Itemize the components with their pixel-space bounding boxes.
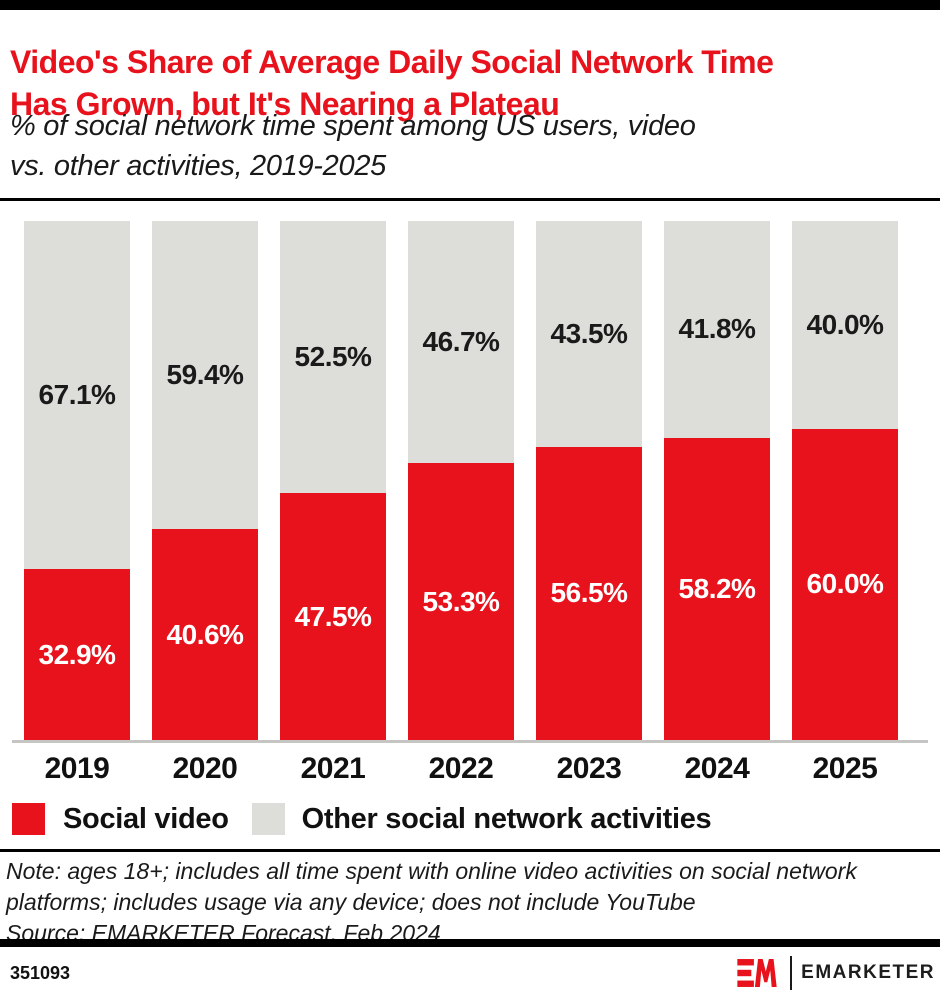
x-axis-label-2019: 2019 <box>44 752 110 785</box>
bar-2023-other-segment: 43.5% <box>536 221 642 447</box>
legend-label-social-video: Social video <box>63 802 229 835</box>
chart-subtitle: % of social network time spent among US … <box>10 106 934 186</box>
bar-2021-video-label: 47.5% <box>294 600 372 632</box>
bar-2021: 52.5% 47.5% <box>280 221 386 740</box>
bar-2021-other-segment: 52.5% <box>280 221 386 494</box>
bar-2022: 46.7% 53.3% <box>408 221 514 740</box>
x-axis-label-2021: 2021 <box>300 752 366 785</box>
x-axis-label-2023: 2023 <box>556 752 622 785</box>
bar-2025-video-segment: 60.0% <box>792 428 898 740</box>
footnote-note: Note: ages 18+; includes all time spent … <box>6 858 857 915</box>
bar-2023: 43.5% 56.5% <box>536 221 642 740</box>
bar-2020: 59.4% 40.6% <box>152 221 258 740</box>
bar-2020-video-segment: 40.6% <box>152 529 258 740</box>
top-black-rule <box>0 0 940 10</box>
bar-2025-other-segment: 40.0% <box>792 221 898 429</box>
emarketer-monogram-icon <box>737 959 777 987</box>
legend-label-other-activities: Other social network activities <box>301 802 712 835</box>
footer-black-rule <box>0 939 940 947</box>
bar-2023-video-label: 56.5% <box>550 577 628 609</box>
bar-2024-other-segment: 41.8% <box>664 221 770 438</box>
bar-2022-other-label: 46.7% <box>422 326 500 358</box>
page-title: Video's Share of Average Daily Social Ne… <box>10 41 934 125</box>
bar-2019-video-segment: 32.9% <box>24 569 130 740</box>
bar-2025-other-label: 40.0% <box>806 308 884 340</box>
bar-2019-other-label: 67.1% <box>38 379 116 411</box>
bar-2022-other-segment: 46.7% <box>408 221 514 464</box>
footnote: Note: ages 18+; includes all time spent … <box>6 856 920 949</box>
page-title-line-1: Video's Share of Average Daily Social Ne… <box>10 44 774 81</box>
bar-2020-other-segment: 59.4% <box>152 221 258 530</box>
chart-subtitle-line-2: vs. other activities, 2019-2025 <box>10 150 386 182</box>
legend: Social video Other social network activi… <box>12 802 712 836</box>
header-divider-rule <box>0 198 940 201</box>
bar-2021-other-label: 52.5% <box>294 341 372 373</box>
brand-logo: EMARKETER <box>737 954 935 992</box>
x-axis-label-2022: 2022 <box>428 752 494 785</box>
x-axis-label-2025: 2025 <box>812 752 878 785</box>
chart-id: 351093 <box>10 963 71 983</box>
chart-subtitle-line-1: % of social network time spent among US … <box>10 110 696 142</box>
legend-swatch-social-video <box>12 803 45 835</box>
bar-2023-other-label: 43.5% <box>550 317 628 349</box>
bar-2020-other-label: 59.4% <box>166 359 244 391</box>
brand-divider <box>790 956 793 990</box>
page-title-line-2: Has Grown, but It's Nearing a Plateau <box>10 86 560 123</box>
bar-2019-video-label: 32.9% <box>38 638 116 670</box>
x-axis-line <box>12 740 928 743</box>
bar-2019: 67.1% 32.9% <box>24 221 130 740</box>
bar-2023-video-segment: 56.5% <box>536 446 642 740</box>
bar-2024-video-label: 58.2% <box>678 572 756 604</box>
x-axis-labels: 2019 2020 2021 2022 2023 2024 2025 <box>24 752 898 786</box>
x-axis-label-2024: 2024 <box>684 752 750 785</box>
brand-name: EMARKETER <box>801 962 935 983</box>
bar-2025: 40.0% 60.0% <box>792 221 898 740</box>
footnote-divider-rule <box>0 849 940 852</box>
bar-2024-other-label: 41.8% <box>678 313 756 345</box>
bar-2022-video-label: 53.3% <box>422 585 500 617</box>
bar-2020-video-label: 40.6% <box>166 618 244 650</box>
x-axis-label-2020: 2020 <box>172 752 238 785</box>
legend-swatch-other-activities <box>251 803 285 835</box>
bar-2024-video-segment: 58.2% <box>664 437 770 740</box>
bar-2019-other-segment: 67.1% <box>24 221 130 570</box>
bar-2022-video-segment: 53.3% <box>408 463 514 740</box>
bar-2021-video-segment: 47.5% <box>280 493 386 740</box>
stacked-bar-chart: 67.1% 32.9% 59.4% 40.6% 52.5% 47.5% 46.7% 53.3%… <box>24 221 898 740</box>
bar-2025-video-label: 60.0% <box>806 568 884 600</box>
bar-2024: 41.8% 58.2% <box>664 221 770 740</box>
